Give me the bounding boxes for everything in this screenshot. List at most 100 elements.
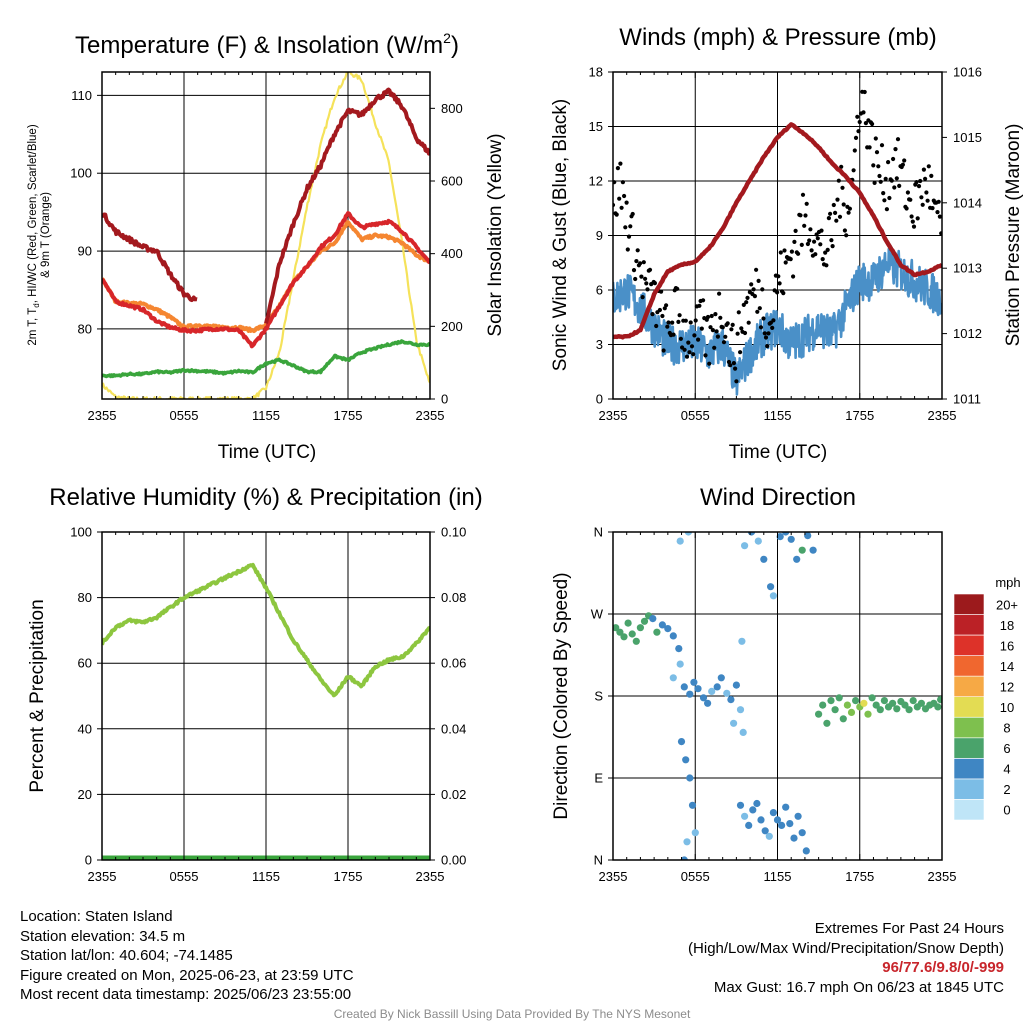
x-tick-label: 2355 xyxy=(416,869,445,884)
direction-point xyxy=(680,683,688,691)
gust-point xyxy=(874,150,880,155)
gust-point xyxy=(824,263,829,268)
gust-point xyxy=(808,227,813,232)
gust-point xyxy=(766,331,771,336)
y-tick-label: N xyxy=(594,853,603,868)
gust-point xyxy=(761,316,766,321)
colorbar-label: 16 xyxy=(1000,638,1014,653)
gust-point xyxy=(829,238,834,243)
gust-point xyxy=(842,228,848,233)
gust-point xyxy=(644,281,649,286)
y-tick-label: 0 xyxy=(596,392,603,407)
gust-point xyxy=(717,291,722,296)
direction-point xyxy=(782,803,790,811)
direction-point xyxy=(753,799,761,808)
direction-point xyxy=(649,615,657,623)
gust-point xyxy=(853,135,859,140)
direction-point xyxy=(798,829,806,837)
y2-tick-label: 1012 xyxy=(953,326,982,341)
gust-point xyxy=(920,202,925,207)
gust-point xyxy=(665,324,670,329)
x-tick-label: 2355 xyxy=(416,408,445,423)
gust-point xyxy=(921,167,927,172)
gust-point xyxy=(730,322,735,327)
y-tick-label: 15 xyxy=(589,119,603,134)
y-tick-label: 18 xyxy=(589,65,603,80)
gust-point xyxy=(738,350,743,355)
gust-point xyxy=(904,206,909,211)
gust-point xyxy=(758,325,764,330)
x-tick-label: 1155 xyxy=(252,408,280,423)
temperature-xlabel: Time (UTC) xyxy=(218,442,317,463)
gust-point xyxy=(895,137,901,142)
gust-point xyxy=(630,211,635,217)
direction-point xyxy=(628,630,636,638)
direction-point xyxy=(732,681,741,689)
gust-point xyxy=(889,178,894,183)
colorbar-label: 18 xyxy=(1000,618,1014,633)
gust-point xyxy=(796,251,801,256)
direction-point xyxy=(823,719,831,727)
direction-point xyxy=(683,838,691,846)
y-tick-label: 9 xyxy=(596,228,603,243)
gust-point xyxy=(710,328,716,333)
gust-point xyxy=(919,195,924,200)
winds-panel: Winds (mph) & Pressure (mb) 2355 0555 1155… xyxy=(550,24,1024,463)
direction-point xyxy=(676,537,684,545)
temperature-ticks: 2355 0555 1155 1755 2355 80 90 100 110 0 200 400 600… xyxy=(70,72,463,423)
y-tick-label: 80 xyxy=(78,321,92,336)
gust-point xyxy=(713,312,718,317)
direction-point xyxy=(815,710,823,718)
humidity-line xyxy=(102,562,430,698)
gust-point xyxy=(660,313,665,319)
gust-point xyxy=(915,216,920,221)
temperature-panel: Temperature (F) & Insolation (W/m2) 2355… xyxy=(27,30,506,463)
gust-point xyxy=(776,274,781,279)
extremes-values: 96/77.6/9.8/0/-999 xyxy=(882,959,1004,977)
y-tick-label: N xyxy=(594,525,603,540)
gust-point xyxy=(835,197,840,202)
direction-point xyxy=(860,699,868,707)
direction-point xyxy=(699,694,708,702)
gust-point xyxy=(781,291,786,296)
gust-point xyxy=(900,162,906,167)
x-tick-label: 1755 xyxy=(845,408,874,423)
gust-point xyxy=(615,166,621,171)
max-gust: Max Gust: 16.7 mph On 06/23 at 1845 UTC xyxy=(713,978,1004,996)
direction-point xyxy=(640,617,649,625)
gust-point xyxy=(847,206,853,211)
gust-point xyxy=(830,244,835,249)
direction-point xyxy=(738,637,746,645)
gust-point xyxy=(870,121,875,127)
winds-ticks: 2355 0555 1155 1755 235503691215181011101210… xyxy=(589,65,982,424)
gust-point xyxy=(862,89,867,95)
y-tick-label: 12 xyxy=(589,174,603,189)
direction-point xyxy=(741,542,749,550)
figure-created: Figure created on Mon, 2025-06-23, at 23… xyxy=(20,966,354,984)
gust-point xyxy=(623,225,628,230)
winds-ylabel: Sonic Wind & Gust (Blue, Black) xyxy=(550,99,571,371)
colorbar-swatch xyxy=(953,675,985,698)
direction-point xyxy=(765,832,773,840)
gust-point xyxy=(800,192,806,197)
gust-point xyxy=(701,298,706,303)
colorbar-swatch xyxy=(953,655,985,677)
gust-point xyxy=(697,303,702,308)
humidity-plot-area xyxy=(102,532,430,860)
gust-point xyxy=(689,344,695,349)
x-tick-label: 1755 xyxy=(845,869,874,884)
direction-point xyxy=(636,624,645,632)
extremes-fields: (High/Low/Max Wind/Precipitation/Snow De… xyxy=(688,939,1004,957)
gust-point xyxy=(671,332,676,337)
winds-plot-area xyxy=(613,72,942,399)
gust-point xyxy=(714,329,719,334)
y2-tick-label: 0.04 xyxy=(441,721,466,736)
gust-point xyxy=(804,201,809,206)
gust-point xyxy=(902,158,907,163)
gust-point xyxy=(844,233,849,238)
gust-point xyxy=(619,205,624,210)
x-tick-label: 0555 xyxy=(170,408,199,423)
temperature-ylabel-line1: 2m T, Td, HI/WC (Red, Green, Scarlet/Blu… xyxy=(27,124,41,345)
y2-tick-label: 0.08 xyxy=(441,590,466,605)
gust-point xyxy=(819,228,824,233)
